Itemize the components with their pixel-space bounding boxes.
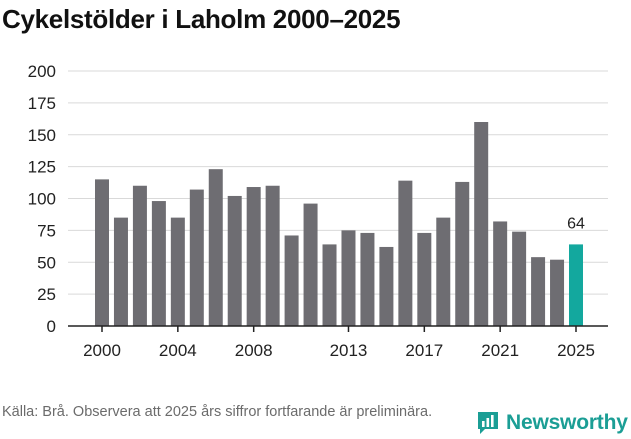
bar-2007 bbox=[227, 195, 242, 326]
y-tick-label-100: 100 bbox=[28, 190, 56, 209]
bar-2001 bbox=[113, 217, 128, 326]
brand-logo[interactable]: Newsworthy bbox=[476, 408, 628, 438]
data-label-2025: 64 bbox=[567, 215, 585, 232]
grid-lines bbox=[68, 70, 608, 295]
x-tick-label-2017: 2017 bbox=[405, 341, 443, 360]
bar-2024 bbox=[550, 259, 565, 326]
bar-2023 bbox=[531, 257, 546, 326]
x-tick-label-2004: 2004 bbox=[159, 341, 197, 360]
bar-2005 bbox=[189, 189, 204, 326]
bar-2014 bbox=[360, 232, 375, 326]
x-tick-label-2025: 2025 bbox=[557, 341, 595, 360]
bar-2017 bbox=[417, 232, 432, 326]
x-tick-label-2021: 2021 bbox=[481, 341, 519, 360]
bar-2016 bbox=[398, 180, 413, 326]
bar-2013 bbox=[341, 230, 356, 326]
bar-2000 bbox=[95, 179, 109, 326]
newsworthy-logo-icon bbox=[478, 412, 498, 434]
y-tick-label-200: 200 bbox=[28, 62, 56, 81]
bar-2006 bbox=[208, 169, 223, 326]
bar-2010 bbox=[284, 235, 299, 326]
x-axis: 2000 2004 2008 2013 2017 2021 2025 bbox=[68, 325, 608, 360]
bar-2015 bbox=[379, 246, 394, 326]
bar-2004 bbox=[170, 217, 185, 326]
bar-2002 bbox=[132, 185, 147, 326]
data-labels: 64 bbox=[567, 215, 585, 232]
y-axis-ticks: 0 25 50 75 100 125 150 175 200 bbox=[28, 62, 56, 336]
bar-2025 bbox=[569, 244, 583, 326]
bar-2012 bbox=[322, 244, 337, 326]
bar-2003 bbox=[151, 201, 166, 326]
chart-title: Cykelstölder i Laholm 2000–2025 bbox=[2, 4, 401, 34]
bar-2021 bbox=[493, 221, 508, 326]
y-tick-label-50: 50 bbox=[37, 253, 56, 272]
bar-2022 bbox=[512, 231, 527, 326]
bar-2011 bbox=[303, 203, 318, 326]
bar-2020 bbox=[474, 122, 489, 326]
brand-name: Newsworthy bbox=[506, 411, 628, 434]
x-tick-label-2013: 2013 bbox=[330, 341, 368, 360]
x-tick-label-2008: 2008 bbox=[235, 341, 273, 360]
y-tick-label-25: 25 bbox=[37, 285, 56, 304]
y-tick-label-175: 175 bbox=[28, 94, 56, 113]
source-note: Källa: Brå. Observera att 2025 års siffr… bbox=[2, 404, 433, 420]
y-tick-label-150: 150 bbox=[28, 126, 56, 145]
bars bbox=[95, 122, 583, 326]
bar-2009 bbox=[265, 185, 280, 326]
y-tick-label-125: 125 bbox=[28, 158, 56, 177]
bar-2008 bbox=[246, 187, 261, 326]
bar-2018 bbox=[436, 217, 451, 326]
y-tick-label-0: 0 bbox=[47, 317, 56, 336]
bar-2019 bbox=[455, 181, 470, 326]
x-tick-label-2000: 2000 bbox=[83, 341, 121, 360]
y-tick-label-75: 75 bbox=[37, 221, 56, 240]
